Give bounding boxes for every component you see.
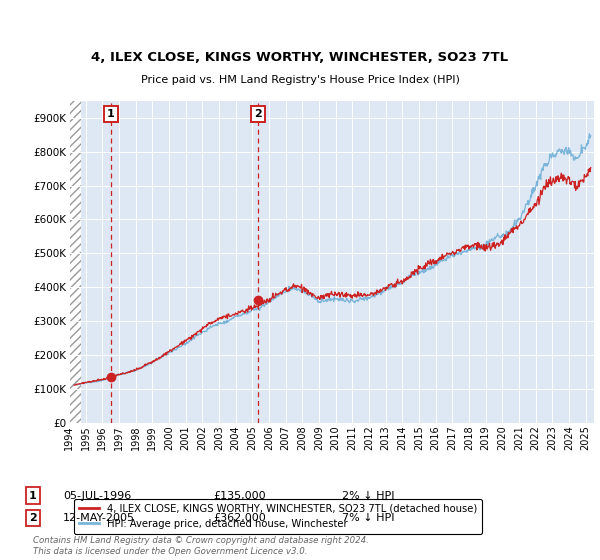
Bar [69,101,80,423]
Text: £135,000: £135,000 [213,491,266,501]
Text: 1: 1 [29,491,37,501]
Text: Contains HM Land Registry data © Crown copyright and database right 2024.
This d: Contains HM Land Registry data © Crown c… [33,536,369,556]
Text: 2: 2 [29,513,37,523]
Text: 1: 1 [107,109,115,119]
Text: 2% ↓ HPI: 2% ↓ HPI [342,491,395,501]
Legend: 4, ILEX CLOSE, KINGS WORTHY, WINCHESTER, SO23 7TL (detached house), HPI: Average: 4, ILEX CLOSE, KINGS WORTHY, WINCHESTER,… [74,498,482,534]
Text: 12-MAY-2005: 12-MAY-2005 [63,513,135,523]
Text: 05-JUL-1996: 05-JUL-1996 [63,491,131,501]
Text: 7% ↓ HPI: 7% ↓ HPI [342,513,395,523]
Text: Price paid vs. HM Land Registry's House Price Index (HPI): Price paid vs. HM Land Registry's House … [140,75,460,85]
Text: 4, ILEX CLOSE, KINGS WORTHY, WINCHESTER, SO23 7TL: 4, ILEX CLOSE, KINGS WORTHY, WINCHESTER,… [91,52,509,64]
Text: £362,000: £362,000 [213,513,266,523]
Text: 2: 2 [254,109,262,119]
